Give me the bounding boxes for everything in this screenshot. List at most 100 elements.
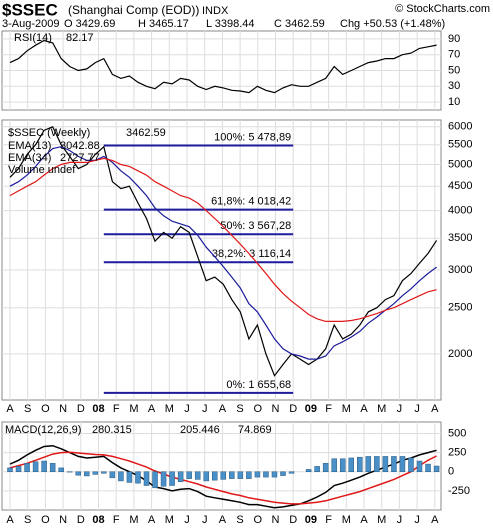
series-line (9, 39, 437, 94)
exchange: INDX (202, 5, 229, 17)
y-tick-label: 3500 (448, 232, 472, 244)
x-tick-label: S (236, 514, 243, 526)
x-tick-label: A (431, 514, 439, 526)
histogram-bar (246, 471, 252, 479)
histogram-bar (152, 471, 158, 489)
x-tick-label: O (41, 514, 50, 526)
histogram-bar (433, 465, 440, 472)
y-tick-label: 6000 (448, 121, 472, 133)
x-tick-label: A (6, 403, 14, 415)
legend-name: EMA(13) (8, 140, 51, 152)
histogram-bar (101, 471, 107, 474)
x-tick-label: M (342, 514, 351, 526)
histogram-bar (194, 471, 201, 480)
x-tick-label: N (272, 514, 280, 526)
x-tick-label: M (342, 403, 351, 415)
x-tick-label: J (414, 514, 420, 526)
x-tick-label: N (272, 403, 280, 415)
x-tick-label: F (325, 403, 332, 415)
x-tick-label: O (254, 514, 263, 526)
macd-value: 280.315 (92, 424, 132, 436)
histogram-bar (374, 456, 380, 472)
histogram-bar (169, 471, 175, 486)
x-tick-label: M (377, 403, 386, 415)
histogram-bar (49, 463, 56, 472)
y-tick-label: 3000 (448, 264, 472, 276)
series-line (9, 444, 437, 509)
x-tick-label: J (202, 514, 208, 526)
quote-high: H 3465.17 (138, 18, 189, 30)
x-tick-label: 08 (92, 514, 104, 526)
histogram-bar (229, 471, 235, 479)
x-tick-label: D (77, 514, 85, 526)
x-tick-label: A (148, 514, 156, 526)
histogram-bar (118, 471, 124, 482)
series-line (9, 157, 437, 322)
x-tick-label: 09 (305, 514, 317, 526)
histogram-bar (425, 463, 431, 472)
x-tick-label: F (113, 403, 120, 415)
legend-name: EMA(34) (8, 152, 51, 164)
y-tick-label: 10 (448, 96, 460, 108)
x-tick-label: D (289, 514, 297, 526)
y-tick-label: 4000 (448, 204, 472, 216)
x-tick-label: S (24, 403, 31, 415)
x-tick-label: M (129, 403, 138, 415)
histogram-bar (109, 471, 116, 479)
quote-change: Chg +50.53 (+1.48%) (340, 18, 445, 30)
x-tick-label: N (59, 403, 67, 415)
x-tick-label: 08 (92, 403, 104, 415)
histogram-bar (32, 461, 39, 472)
histogram-bar (408, 457, 414, 472)
y-tick-label: 5500 (448, 139, 472, 151)
histogram-bar (58, 467, 64, 472)
histogram-bar (382, 456, 389, 472)
panel-frame (1, 421, 442, 511)
x-tick-label: M (377, 514, 386, 526)
macd-title: MACD(12,26,9) (5, 424, 81, 436)
x-tick-label: A (219, 403, 227, 415)
x-tick-label: M (165, 403, 174, 415)
y-tick-label: 500 (448, 427, 466, 439)
legend-value: 3042.88 (60, 140, 100, 152)
histogram-bar (84, 471, 90, 477)
histogram-bar (24, 463, 30, 472)
copyright: © StockCharts.com (395, 3, 490, 15)
macd-value: 74.869 (238, 424, 272, 436)
x-tick-label: J (184, 514, 190, 526)
x-tick-label: O (41, 403, 50, 415)
index-name: (Shanghai Comp (EOD)) (68, 3, 199, 17)
histogram-bar (143, 471, 150, 486)
histogram-bar (203, 471, 209, 482)
histogram-bar (280, 471, 286, 476)
histogram-bar (365, 456, 372, 472)
histogram-bar (391, 456, 397, 472)
histogram-bar (288, 471, 295, 474)
panel-frame (1, 119, 442, 401)
symbol: $SSEC (2, 0, 58, 19)
fib-label: 38,2%: 3 116,14 (212, 248, 291, 260)
volume-note: Volume undef (8, 164, 76, 176)
histogram-bar (126, 471, 133, 483)
y-tick-label: 50 (448, 64, 460, 76)
histogram-bar (7, 467, 13, 472)
histogram-bar (314, 466, 320, 472)
y-tick-label: -250 (448, 485, 470, 497)
x-tick-label: F (325, 514, 332, 526)
x-tick-label: F (113, 514, 120, 526)
histogram-bar (220, 471, 227, 480)
x-tick-label: J (202, 403, 208, 415)
y-tick-label: 2000 (448, 348, 472, 360)
legend-value: 3462.59 (126, 127, 166, 139)
legend-value: 2727.77 (60, 152, 100, 164)
histogram-bar (339, 458, 346, 472)
y-tick-label: 4500 (448, 180, 472, 192)
x-tick-label: N (59, 514, 67, 526)
histogram-bar (348, 457, 355, 472)
quote-close: C 3462.59 (274, 18, 325, 30)
y-tick-label: 70 (448, 49, 460, 61)
histogram-bar (135, 471, 141, 484)
histogram-bar (305, 469, 312, 472)
x-tick-label: S (24, 514, 31, 526)
x-tick-label: A (219, 514, 227, 526)
